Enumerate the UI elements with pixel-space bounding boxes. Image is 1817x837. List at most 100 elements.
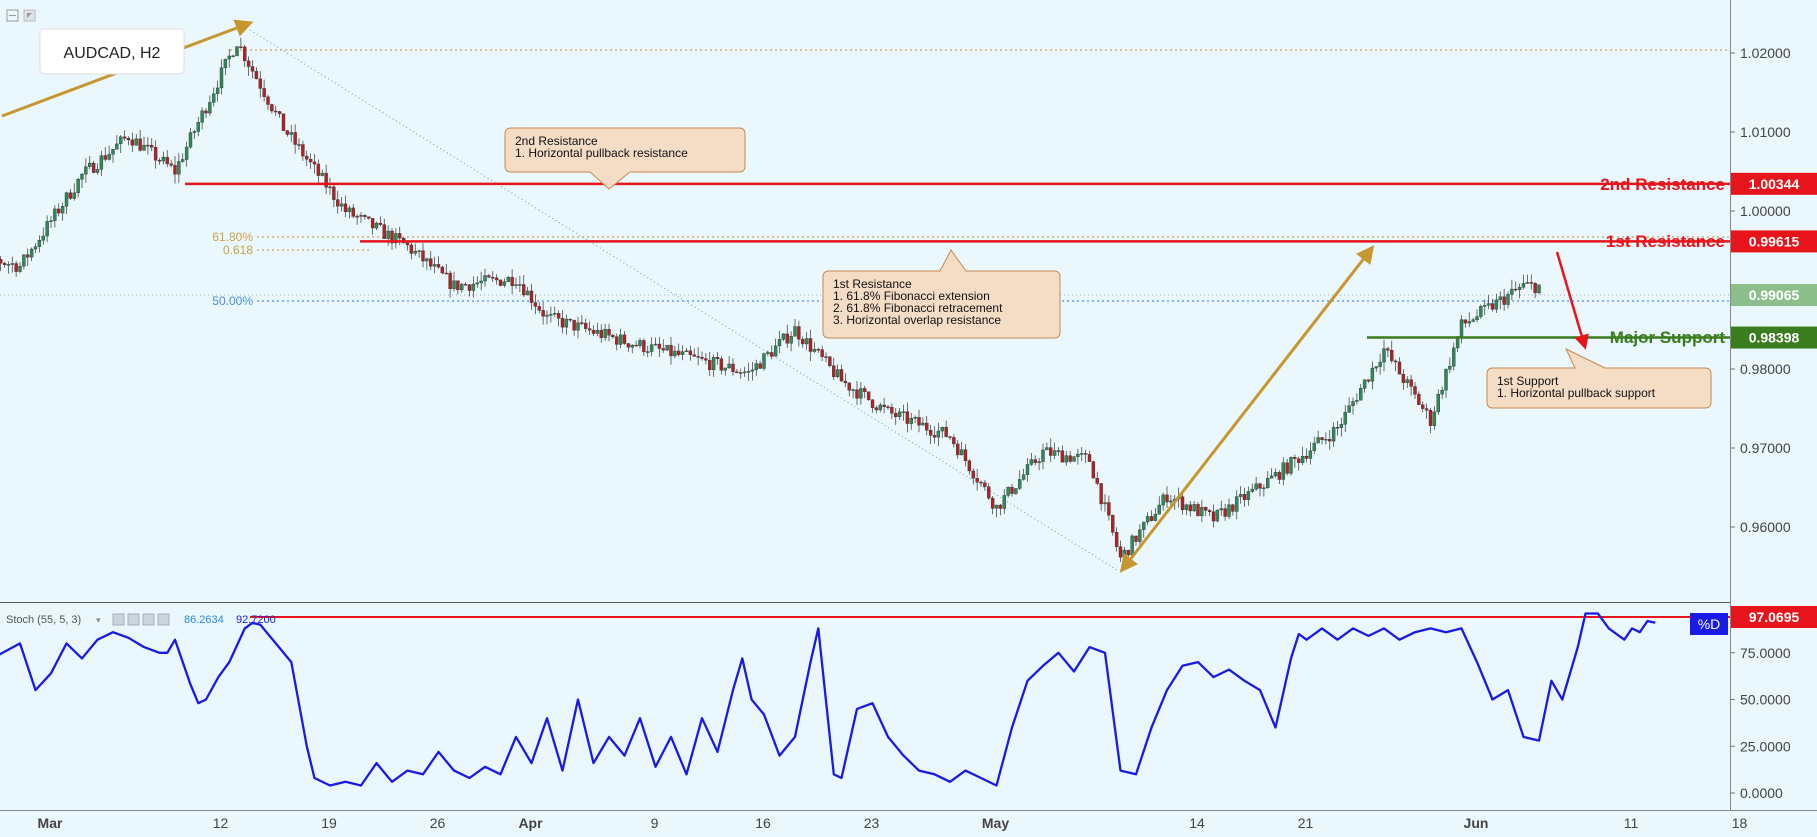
candle-body [824,356,828,358]
candle-body [1393,360,1398,363]
candle-body [289,132,293,135]
candle-body [204,110,208,114]
time-tick-label: Mar [38,815,63,831]
candle-body [246,60,251,67]
candle-body [665,344,669,351]
collapse-icon[interactable] [6,9,19,22]
candle-body [789,336,793,344]
candle-body [1347,405,1351,413]
candle-body [1134,535,1138,542]
candle-body [1378,361,1382,367]
candle-body [1018,479,1022,489]
candle-body [1277,472,1282,480]
candle-body [258,78,262,89]
candle-body [456,280,460,291]
candle-body [270,104,274,112]
candle-body [905,411,910,424]
candle-body [367,216,371,219]
candle-body [1250,488,1254,492]
candle-body [828,356,832,366]
candle-body [626,343,631,348]
candle-body [1041,449,1045,462]
price-tick-label: 0.97000 [1740,440,1791,456]
candle-body [382,224,386,239]
stoch-chevron-icon: ▾ [96,615,101,625]
candle-body [804,338,809,345]
candle-body [378,222,383,225]
candle-body [618,334,623,345]
candle-body [549,314,553,316]
candle-body [409,244,414,254]
candle-body [57,208,61,214]
fib-ext-ratio-label: 0.618 [223,243,253,257]
candle-body [572,319,576,331]
candle-body [1231,504,1235,512]
second-res-callout-line: 1. Horizontal pullback resistance [515,146,688,160]
candle-body [990,497,995,509]
candle-body [1246,491,1251,500]
candle-body [26,254,30,258]
time-tick-label: 14 [1189,815,1205,831]
candle-body [219,67,224,89]
candle-body [967,460,972,472]
candle-body [1207,510,1212,513]
second-res-callout-title: 2nd Resistance [515,134,598,148]
candle-body [781,333,786,340]
candle-body [595,329,600,334]
candle-body [235,46,239,57]
candle-body [936,430,941,438]
candle-body [22,254,26,267]
candle-body [1153,513,1158,521]
candle-body [266,96,270,105]
candle-body [1444,369,1448,391]
candle-body [91,162,96,173]
candle-body [576,322,580,331]
candle-body [894,413,898,417]
candle-body [68,192,73,199]
candle-body [1421,404,1425,409]
time-axis[interactable] [0,811,1817,832]
price-tick-label: 0.96000 [1740,519,1791,535]
candle-body [1010,486,1014,494]
candle-body [553,313,557,315]
first-sup-callout-title: 1st Support [1497,374,1559,388]
candle-body [1114,532,1119,547]
candle-body [413,251,417,254]
candle-body [169,163,173,166]
candle-body [487,275,491,278]
current-price: 0.99065 [1749,287,1800,303]
candle-body [293,132,297,145]
candle-body [1080,453,1084,455]
stoch-plot: Stoch (55, 5, 3) ▾ 86.2634 92.7200 %D [0,612,1728,787]
candle-body [928,429,933,436]
candle-body [983,482,987,487]
candle-body [200,110,204,123]
candle-body [1161,494,1165,506]
maximize-icon[interactable] [23,9,36,22]
candle-body [421,250,425,262]
candle-body [580,322,584,324]
candle-body [1297,458,1301,463]
candle-body [277,111,282,114]
candle-body [1107,502,1111,516]
price-axis[interactable] [1731,0,1817,810]
candle-body [339,203,344,207]
candle-body [1533,283,1537,294]
candle-body [518,284,522,286]
candle-body [994,504,999,509]
candle-body [956,443,960,456]
candle-body [739,372,743,374]
candle-body [1390,349,1394,362]
candle-body [1118,546,1123,558]
candle-body [1273,472,1278,477]
time-tick-label: 12 [213,815,229,831]
candle-body [1037,461,1041,463]
candle-body [297,144,301,146]
candle-body [208,102,212,114]
candle-body [1227,504,1231,517]
candle-body [1269,475,1274,479]
time-tick-label: 11 [1624,815,1639,831]
candle-body [440,266,445,274]
